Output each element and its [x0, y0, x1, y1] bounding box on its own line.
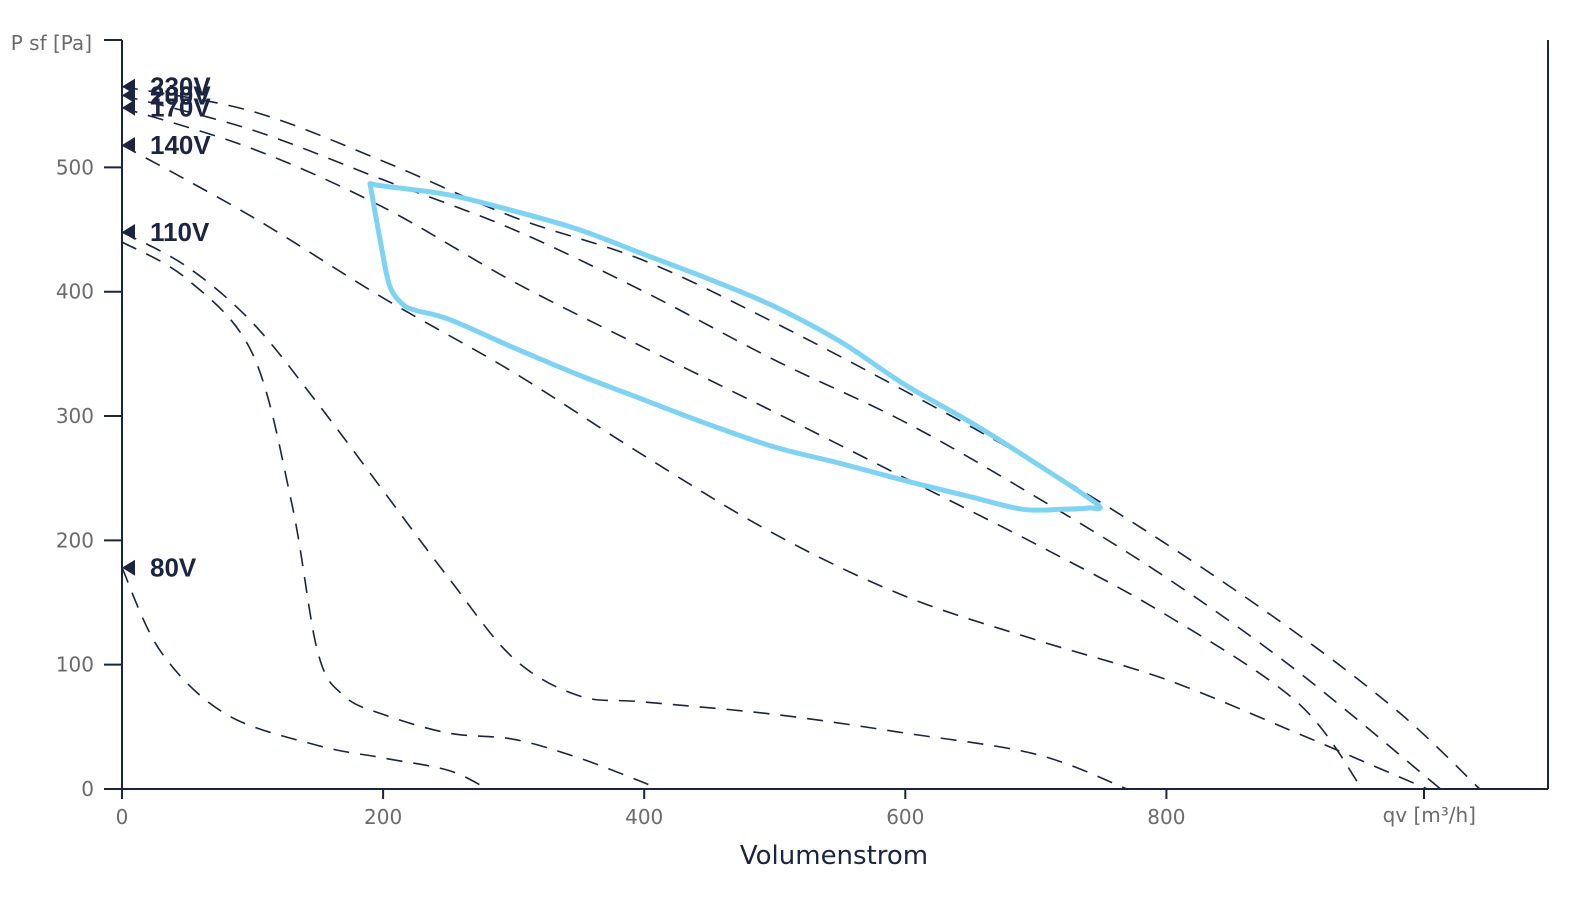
- tick-labels: 0 200 400 600 800 0 100 200 300 400 500: [56, 155, 1425, 829]
- fan-curve-200v: [121, 94, 1442, 790]
- y-tick-label: 200: [56, 528, 94, 552]
- operating-range-outline: [367, 181, 1103, 513]
- voltage-marker-140v: [122, 137, 135, 154]
- voltage-label-140v: 140V: [150, 130, 211, 160]
- x-tick-label: 200: [364, 805, 402, 829]
- voltage-label-170v: 170V: [150, 93, 211, 123]
- y-tick-label: 400: [56, 280, 94, 304]
- operating-range: [367, 181, 1103, 513]
- voltage-marker-170v: [122, 99, 135, 116]
- fan-curve-80v: [121, 567, 488, 790]
- fan-curve-230v: [121, 85, 1481, 790]
- fan-curve-110v: [121, 231, 1128, 790]
- y-tick-label: 300: [56, 404, 94, 428]
- fan-curves: [121, 85, 1481, 790]
- voltage-label-110v: 110V: [150, 217, 210, 247]
- x-tick-label: 400: [625, 805, 663, 829]
- x-tick-label: 800: [1147, 805, 1185, 829]
- fan-curve-unlabeled-5: [121, 241, 658, 790]
- axes: [104, 39, 1549, 790]
- voltage-label-200v: 200V: [150, 80, 211, 110]
- voltage-marker-110v: [122, 224, 135, 241]
- voltage-label-80v: 80V: [150, 553, 197, 583]
- x-axis-end-label: qv [m³/h]: [1383, 803, 1476, 827]
- voltage-marker-80v: [122, 559, 135, 576]
- x-axis-title: Volumenstrom: [740, 841, 928, 871]
- voltage-marker-200v: [122, 87, 135, 104]
- voltage-label-230v: 230V: [150, 72, 211, 102]
- y-tick-label: 500: [56, 155, 94, 179]
- x-tick-label: 0: [116, 805, 129, 829]
- y-tick-label: 100: [56, 653, 94, 677]
- fan-curve-170v: [121, 106, 1363, 790]
- x-tick-label: 600: [886, 805, 924, 829]
- fan-curve-140v: [121, 144, 1428, 790]
- y-axis-title: P sf [Pa]: [11, 31, 92, 55]
- y-tick-label: 0: [81, 777, 94, 801]
